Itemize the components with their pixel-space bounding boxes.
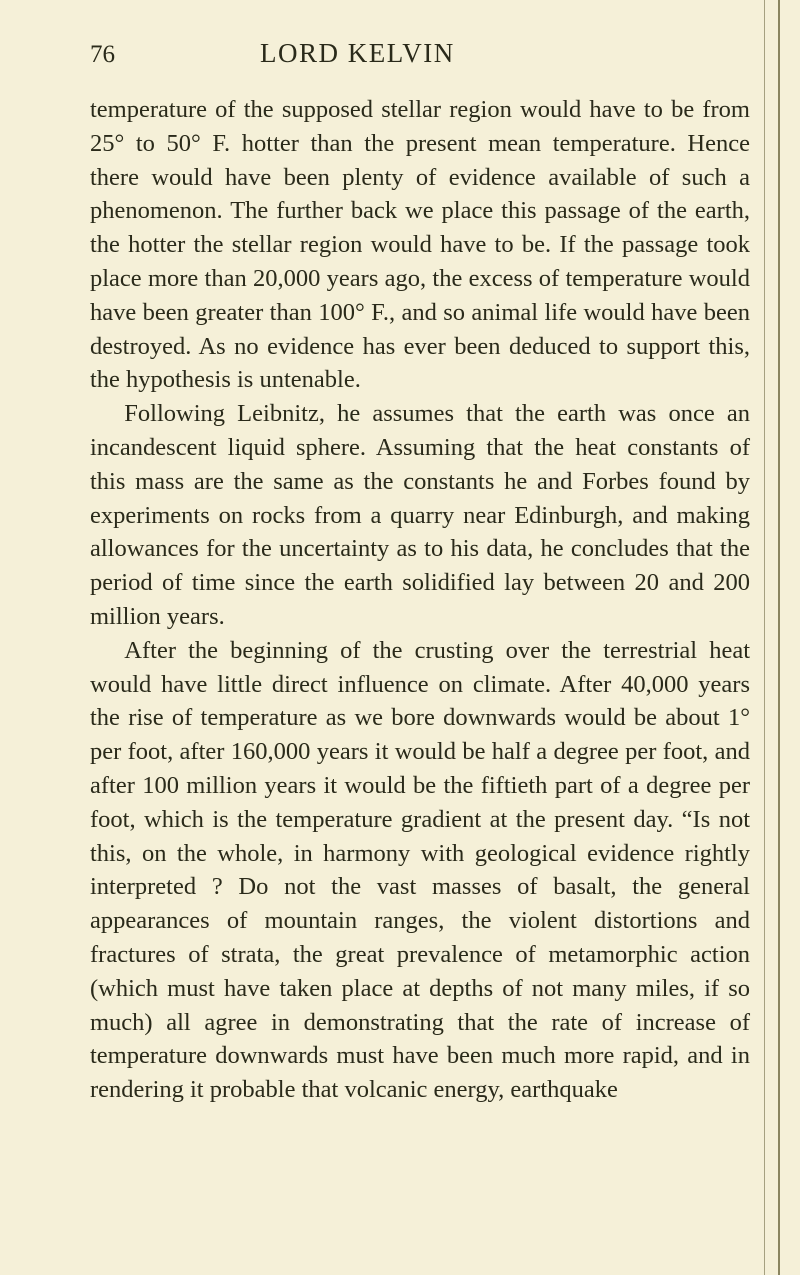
paragraph-1: temperature of the supposed stellar regi… (90, 93, 750, 397)
paragraph-3: After the beginning of the crusting over… (90, 634, 750, 1107)
page-header: 76 LORD KELVIN (90, 38, 750, 69)
page-border-right (778, 0, 780, 1275)
page-number: 76 (90, 41, 115, 69)
page-border-right-inner (764, 0, 765, 1275)
page-title: LORD KELVIN (260, 38, 455, 69)
body-text: temperature of the supposed stellar regi… (90, 93, 750, 1107)
paragraph-2: Following Leibnitz, he assumes that the … (90, 397, 750, 634)
